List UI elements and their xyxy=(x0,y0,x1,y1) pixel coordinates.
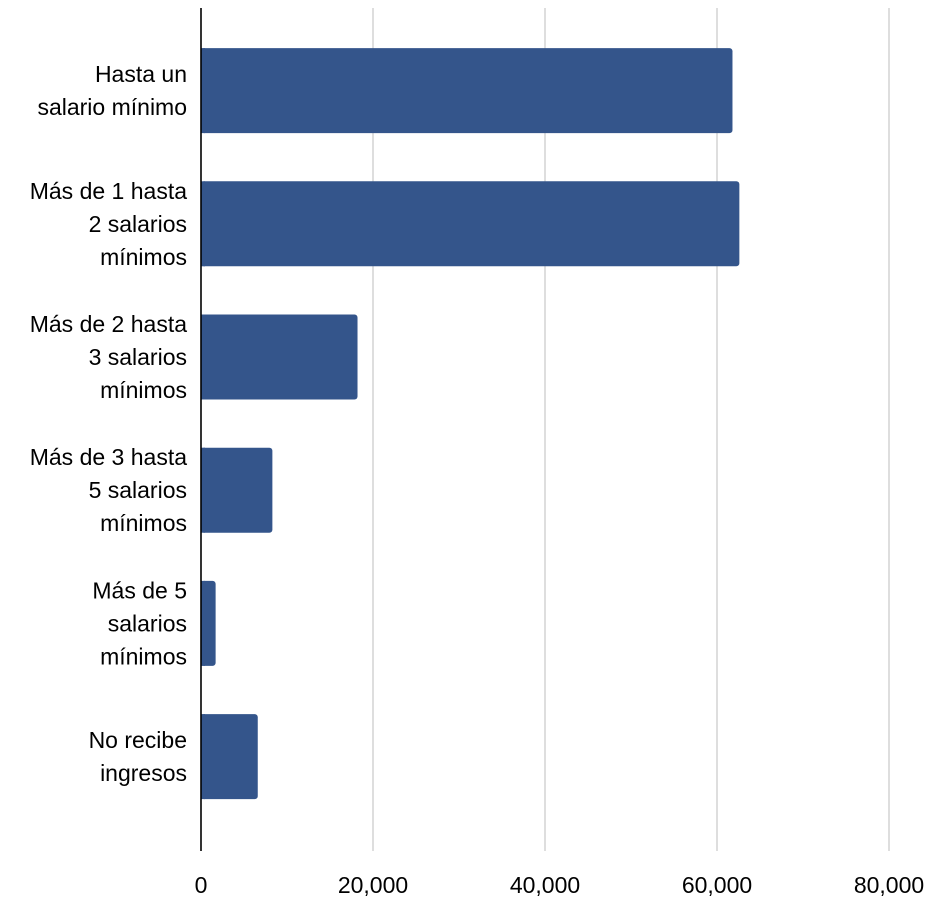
bar xyxy=(201,181,740,267)
category-label-line: mínimos xyxy=(100,244,187,270)
category-label-line: salarios xyxy=(108,610,187,636)
category-label-line: Más de 2 hasta xyxy=(30,311,187,337)
bar xyxy=(201,447,273,533)
category-label-line: No recibe xyxy=(89,727,187,753)
category-label-line: Más de 5 xyxy=(92,577,187,603)
category-labels: Hasta un salario mínimo Más de 1 hasta 2 sa… xyxy=(30,61,187,786)
bar xyxy=(201,314,358,400)
x-tick-label: 20,000 xyxy=(338,872,408,897)
bar-base xyxy=(201,314,205,400)
category-label: Más de 1 hasta 2 salarios mínimos xyxy=(30,178,187,270)
category-label-line: Hasta un xyxy=(95,61,187,87)
x-tick-label: 60,000 xyxy=(682,872,752,897)
category-label-line: 5 salarios xyxy=(89,477,187,503)
category-label: Hasta un salario mínimo xyxy=(37,61,187,120)
bar xyxy=(201,714,258,800)
category-label-line: 3 salarios xyxy=(89,344,187,370)
category-label-line: mínimos xyxy=(100,643,187,669)
category-label-line: ingresos xyxy=(100,760,187,786)
bar-base xyxy=(201,714,205,800)
bars xyxy=(201,48,740,800)
bar-base xyxy=(201,580,205,666)
bar-base xyxy=(201,181,205,267)
category-label: Más de 5 salarios mínimos xyxy=(92,577,187,669)
x-tick-labels: 0 20,000 40,000 60,000 80,000 xyxy=(195,872,925,897)
grid-lines xyxy=(372,8,890,851)
x-tick-label: 0 xyxy=(195,872,208,897)
category-label-line: 2 salarios xyxy=(89,211,187,237)
category-label: No recibe ingresos xyxy=(89,727,187,786)
category-label-line: mínimos xyxy=(100,510,187,536)
x-tick-label: 40,000 xyxy=(510,872,580,897)
bar-base xyxy=(201,48,205,134)
category-label-line: mínimos xyxy=(100,377,187,403)
bar xyxy=(201,48,733,134)
category-label: Más de 3 hasta 5 salarios mínimos xyxy=(30,444,187,536)
category-label: Más de 2 hasta 3 salarios mínimos xyxy=(30,311,187,403)
category-label-line: salario mínimo xyxy=(37,94,187,120)
category-label-line: Más de 1 hasta xyxy=(30,178,187,204)
category-label-line: Más de 3 hasta xyxy=(30,444,187,470)
bar-base xyxy=(201,447,205,533)
x-tick-label: 80,000 xyxy=(854,872,924,897)
